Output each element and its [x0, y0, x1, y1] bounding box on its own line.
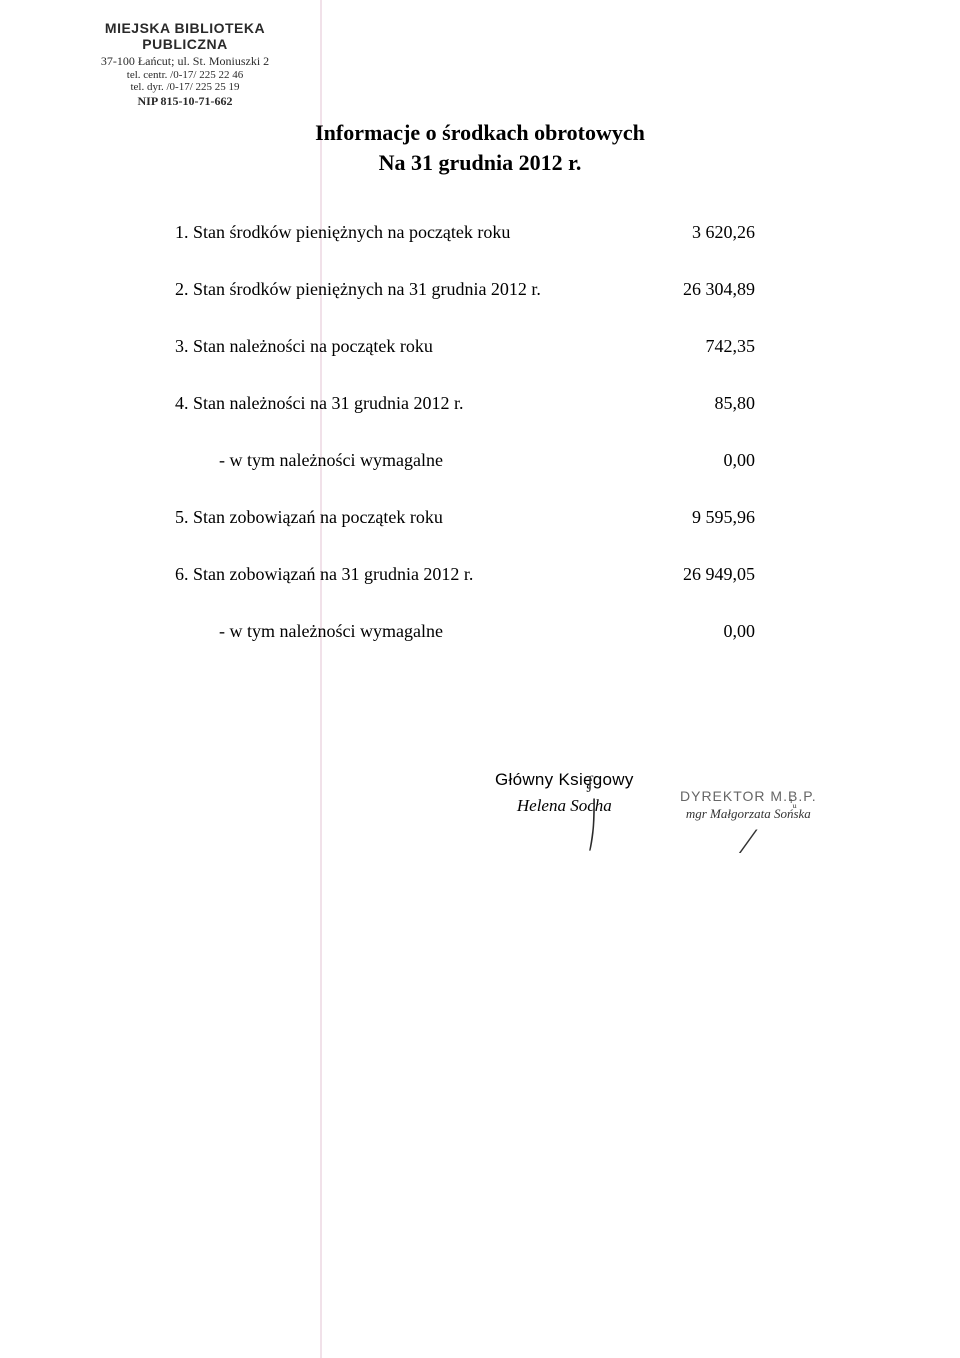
letterhead-nip: NIP 815-10-71-662	[75, 94, 295, 109]
item-label: 3. Stan należności na początek roku	[175, 336, 645, 357]
list-item-sub: - w tym należności wymagalne 0,00	[175, 621, 755, 642]
signature-accountant: Główny Księgowy Helena Socha ʃ ⎠	[495, 770, 634, 816]
item-value: 0,00	[645, 450, 755, 471]
list-item: 1. Stan środków pieniężnych na początek …	[175, 222, 755, 243]
item-value: 3 620,26	[645, 222, 755, 243]
list-item: 3. Stan należności na początek roku 742,…	[175, 336, 755, 357]
document-title-line1: Informacje o środkach obrotowych	[0, 120, 960, 146]
item-label: 4. Stan należności na 31 grudnia 2012 r.	[175, 393, 645, 414]
item-value: 742,35	[645, 336, 755, 357]
signature-name: Helena Socha	[495, 796, 634, 816]
signature-role: Główny Księgowy	[495, 770, 634, 790]
list-item: 2. Stan środków pieniężnych na 31 grudni…	[175, 279, 755, 300]
item-value: 26 949,05	[645, 564, 755, 585]
signature-mark-icon: ʃ	[587, 772, 593, 793]
document-title: Informacje o środkach obrotowych Na 31 g…	[0, 120, 960, 176]
list-item: 6. Stan zobowiązań na 31 grudnia 2012 r.…	[175, 564, 755, 585]
item-value: 26 304,89	[645, 279, 755, 300]
letterhead-title: MIEJSKA BIBLIOTEKA PUBLICZNA	[75, 20, 295, 52]
letterhead-tel-centr: tel. centr. /0-17/ 225 22 46	[75, 69, 295, 81]
item-label: 6. Stan zobowiązań na 31 grudnia 2012 r.	[175, 564, 645, 585]
items-list: 1. Stan środków pieniężnych na początek …	[175, 222, 755, 678]
item-label: 5. Stan zobowiązań na początek roku	[175, 507, 645, 528]
list-item: 5. Stan zobowiązań na początek roku 9 59…	[175, 507, 755, 528]
item-label: - w tym należności wymagalne	[175, 621, 645, 642]
letterhead-tel-dyr: tel. dyr. /0-17/ 225 25 19	[75, 81, 295, 93]
item-value: 85,80	[645, 393, 755, 414]
signature-director: DYREKTOR M.B.P. mgr Małgorzata Sońska ᶦᵤ…	[680, 788, 817, 862]
letterhead-address: 37-100 Łańcut; ul. St. Moniuszki 2	[75, 54, 295, 69]
list-item: 4. Stan należności na 31 grudnia 2012 r.…	[175, 393, 755, 414]
signature-mark-icon: ⁄	[680, 820, 817, 862]
item-label: 2. Stan środków pieniężnych na 31 grudni…	[175, 279, 645, 300]
letterhead: MIEJSKA BIBLIOTEKA PUBLICZNA 37-100 Łańc…	[75, 20, 295, 109]
item-value: 9 595,96	[645, 507, 755, 528]
item-value: 0,00	[645, 621, 755, 642]
item-label: 1. Stan środków pieniężnych na początek …	[175, 222, 645, 243]
signature-mark-icon: ᶦᵤ	[790, 796, 797, 812]
signature-mark-icon: ⎠	[588, 800, 597, 851]
list-item-sub: - w tym należności wymagalne 0,00	[175, 450, 755, 471]
scan-fold-line	[320, 0, 322, 1358]
item-label: - w tym należności wymagalne	[175, 450, 645, 471]
document-title-line2: Na 31 grudnia 2012 r.	[0, 150, 960, 176]
